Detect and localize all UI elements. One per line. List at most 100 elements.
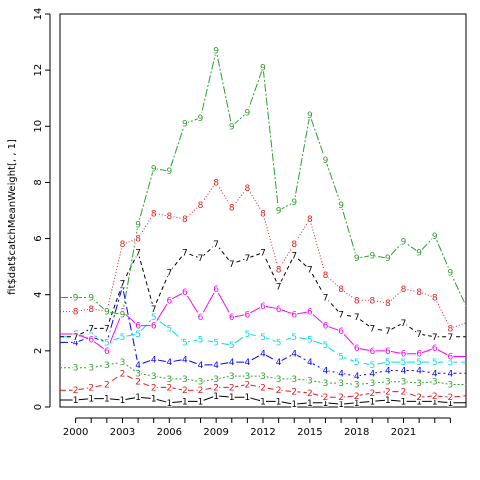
series-marker-age-2: 2 [323,393,329,403]
series-marker-age-3: 3 [354,381,360,391]
marker-knockout [150,354,157,364]
marker-knockout [275,337,282,347]
marker-knockout [72,292,79,302]
series-marker-age-5: 5 [432,358,438,368]
series-marker-age-2: 2 [73,386,79,396]
marker-knockout [306,213,313,223]
series-marker-age-6: 6 [88,336,94,346]
marker-knockout [369,368,376,378]
series-marker-age-9: 9 [135,221,141,231]
series-marker-age-1: 1 [385,396,391,406]
plot-frame [59,13,467,408]
series-marker-age-4: 4 [448,369,454,379]
marker-knockout [291,331,298,341]
marker-knockout [447,392,454,402]
marker-knockout [88,334,95,344]
marker-knockout [369,345,376,355]
marker-knockout [431,343,438,353]
series-marker-age-1: 1 [104,395,110,405]
x-tick-label: 2018 [344,427,369,438]
marker-knockout [260,348,266,358]
series-marker-age-4: 4 [213,361,219,371]
marker-knockout [416,392,423,402]
marker-knockout [181,286,188,296]
marker-knockout [197,396,204,406]
marker-knockout [228,258,235,268]
marker-knockout [384,365,391,375]
marker-knockout [291,399,298,409]
marker-knockout [338,378,345,388]
series-marker-age-6: 6 [448,352,454,362]
series-marker-age-4: 4 [354,372,360,382]
series-marker-age-1: 1 [260,397,266,407]
marker-knockout [353,379,360,389]
marker-knockout [213,390,220,400]
marker-knockout [338,284,345,294]
series-marker-age-8: 8 [291,240,297,250]
series-marker-age-7: 7 [151,305,157,315]
marker-knockout [228,121,235,131]
series-marker-age-5: 5 [369,361,375,371]
series-marker-age-1: 1 [73,396,79,406]
marker-knockout [72,306,79,316]
marker-knockout [306,334,313,344]
series-marker-age-4: 4 [73,338,79,348]
series-marker-age-8: 8 [198,201,204,211]
marker-knockout [291,250,298,260]
series-marker-age-3: 3 [198,378,204,388]
marker-knockout [353,390,360,400]
series-marker-age-5: 5 [448,358,454,368]
series-marker-age-2: 2 [151,383,157,393]
marker-knockout [275,373,282,383]
series-marker-age-9: 9 [260,63,266,73]
series-marker-age-5: 5 [260,333,266,343]
series-marker-age-6: 6 [166,296,172,306]
marker-knockout [416,286,423,296]
series-marker-age-3: 3 [448,381,454,391]
series-marker-age-1: 1 [448,399,454,409]
marker-knockout [322,392,329,402]
series-marker-age-1: 1 [276,397,282,407]
series-marker-age-5: 5 [323,341,329,351]
marker-knockout [338,326,345,336]
marker-knockout [431,357,438,367]
marker-knockout [72,362,79,372]
marker-knockout [353,312,360,322]
series-marker-age-2: 2 [432,392,438,402]
marker-knockout [400,284,407,294]
marker-knockout [400,236,407,246]
marker-knockout [369,387,376,397]
series-marker-age-4: 4 [307,358,313,368]
series-marker-age-8: 8 [166,212,172,222]
series-marker-age-4: 4 [245,358,251,368]
marker-knockout [119,309,126,319]
marker-knockout [260,382,266,392]
series-marker-age-2: 2 [245,381,251,391]
series-marker-age-9: 9 [198,114,204,124]
series-marker-age-2: 2 [401,388,407,398]
marker-knockout [416,378,423,388]
series-marker-age-9: 9 [448,268,454,278]
marker-knockout [119,331,126,341]
series-marker-age-5: 5 [307,336,313,346]
series-marker-age-5: 5 [245,330,251,340]
marker-knockout [400,317,407,327]
series-marker-age-8: 8 [260,209,266,219]
marker-knockout [119,394,126,404]
series-marker-age-4: 4 [416,367,422,377]
series-marker-age-6: 6 [182,288,188,298]
series-marker-age-6: 6 [354,344,360,354]
series-marker-age-5: 5 [104,338,110,348]
marker-knockout [384,345,391,355]
series-marker-age-6: 6 [338,327,344,337]
marker-knockout [260,208,266,218]
y-tick-label: 12 [33,64,44,77]
series-marker-age-8: 8 [432,294,438,304]
marker-knockout [213,373,220,383]
x-tick-label: 2009 [203,427,228,438]
series-marker-age-7: 7 [229,260,235,270]
marker-knockout [197,359,204,369]
series-marker-age-9: 9 [104,308,110,318]
marker-knockout [431,331,438,341]
